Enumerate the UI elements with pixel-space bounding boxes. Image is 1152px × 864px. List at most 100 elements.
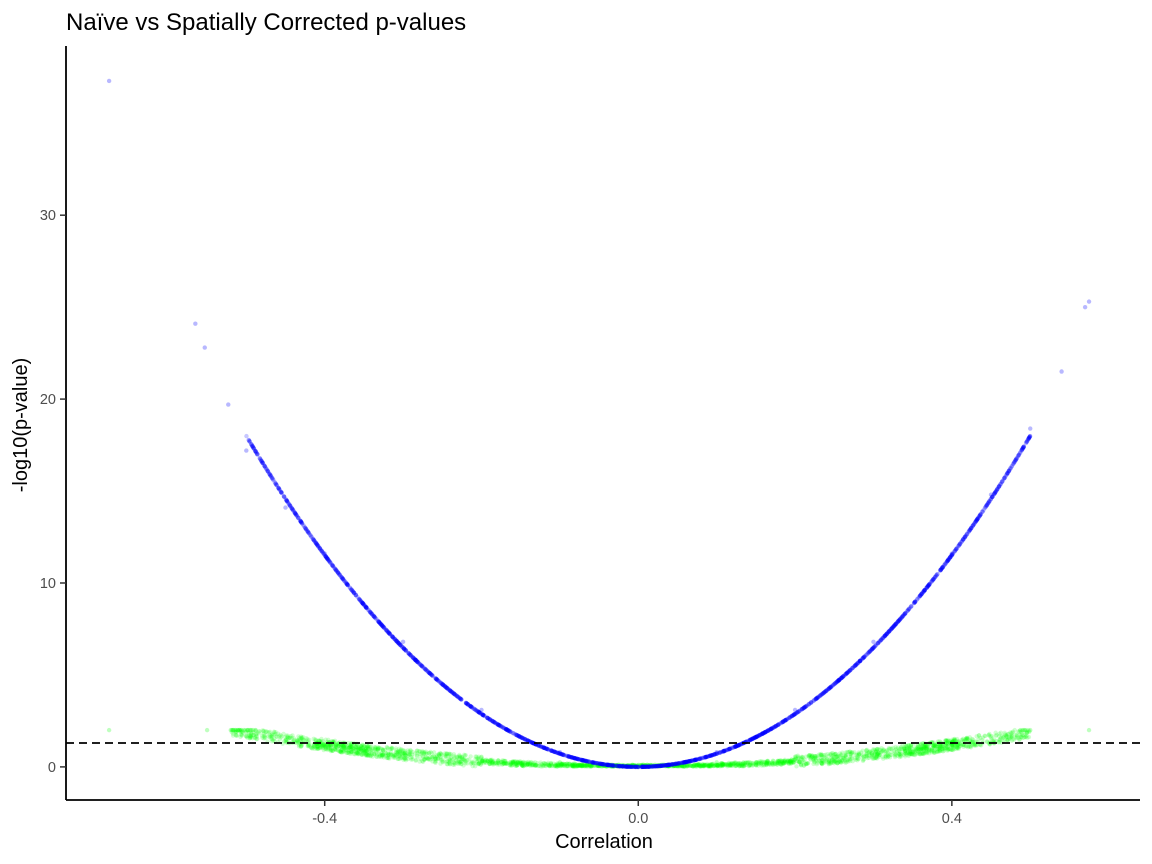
green-point (235, 727, 241, 733)
blue-point (821, 690, 827, 695)
green-point (967, 735, 973, 740)
green-point (366, 753, 371, 758)
blue-point (995, 486, 1000, 491)
green-point (465, 757, 470, 763)
blue-point (790, 713, 796, 718)
green-point (603, 763, 608, 768)
green-point (873, 754, 879, 760)
green-point (809, 753, 815, 758)
green-point (963, 737, 968, 743)
green-point (918, 747, 924, 752)
green-point (830, 756, 835, 761)
green-point (679, 763, 685, 769)
green-point (786, 761, 792, 766)
green-point (820, 758, 825, 763)
green-point (718, 763, 723, 768)
green-point (898, 744, 904, 750)
green-point (267, 734, 273, 740)
green-point (442, 759, 447, 764)
green-point (715, 763, 720, 768)
green-point (901, 750, 907, 755)
green-point (698, 764, 704, 769)
green-point (487, 761, 493, 766)
green-point (700, 762, 705, 767)
green-point (1021, 727, 1026, 733)
blue-point (487, 717, 492, 722)
green-point (372, 746, 378, 751)
green-point (583, 763, 588, 768)
green-point (866, 755, 872, 761)
green-point (850, 758, 855, 764)
green-point (379, 753, 385, 758)
green-point (1008, 730, 1013, 735)
green-point (340, 744, 346, 750)
y-tick-label: 20 (40, 392, 56, 408)
green-point (438, 757, 443, 763)
green-point (657, 764, 663, 769)
green-point (645, 764, 650, 769)
green-point (556, 762, 561, 767)
green-point (806, 753, 811, 759)
green-point (241, 731, 246, 736)
green-point (532, 762, 537, 767)
green-point (954, 745, 960, 750)
green-point (497, 762, 502, 767)
green-point (587, 763, 593, 768)
green-point (766, 761, 772, 767)
green-point (286, 735, 291, 741)
green-point (955, 743, 960, 748)
green-point (814, 762, 820, 767)
green-point (713, 763, 718, 768)
green-point (795, 753, 800, 758)
green-point (901, 752, 907, 757)
green-point (818, 752, 823, 758)
green-point (739, 763, 745, 769)
green-point (375, 746, 381, 751)
green-point (694, 763, 699, 768)
green-point (261, 736, 267, 741)
green-point (925, 744, 930, 749)
green-point (871, 756, 876, 761)
green-point (646, 762, 652, 768)
green-point (915, 745, 921, 750)
green-point (565, 763, 571, 769)
green-point (897, 754, 902, 760)
green-point (402, 748, 408, 754)
green-point (924, 746, 929, 752)
blue-point (997, 482, 1003, 488)
blue-point (917, 593, 923, 599)
green-point (943, 738, 949, 743)
green-point (829, 751, 834, 756)
green-point (918, 751, 923, 757)
green-point (380, 747, 385, 752)
green-point (316, 738, 322, 743)
green-point (359, 742, 365, 747)
green-point (897, 749, 902, 754)
green-point (582, 763, 588, 769)
green-point (720, 762, 725, 767)
green-point (838, 760, 844, 766)
blue-point (871, 639, 876, 645)
green-point (907, 747, 912, 752)
green-point (893, 753, 898, 758)
green-point (400, 748, 406, 753)
green-point (619, 764, 625, 769)
green-point (341, 743, 347, 749)
green-point (903, 748, 908, 754)
green-point (331, 742, 337, 748)
green-point (656, 762, 661, 768)
green-point (921, 748, 927, 753)
green-point (802, 757, 807, 762)
green-point (761, 759, 766, 765)
green-point (672, 763, 677, 769)
green-point (648, 763, 653, 768)
green-point (863, 748, 869, 753)
green-point (514, 763, 519, 768)
green-point (401, 755, 406, 760)
green-point (261, 729, 266, 734)
green-point (788, 759, 793, 764)
blue-point (420, 664, 425, 669)
green-point (303, 738, 308, 743)
green-point (681, 764, 686, 769)
green-point (266, 734, 271, 739)
